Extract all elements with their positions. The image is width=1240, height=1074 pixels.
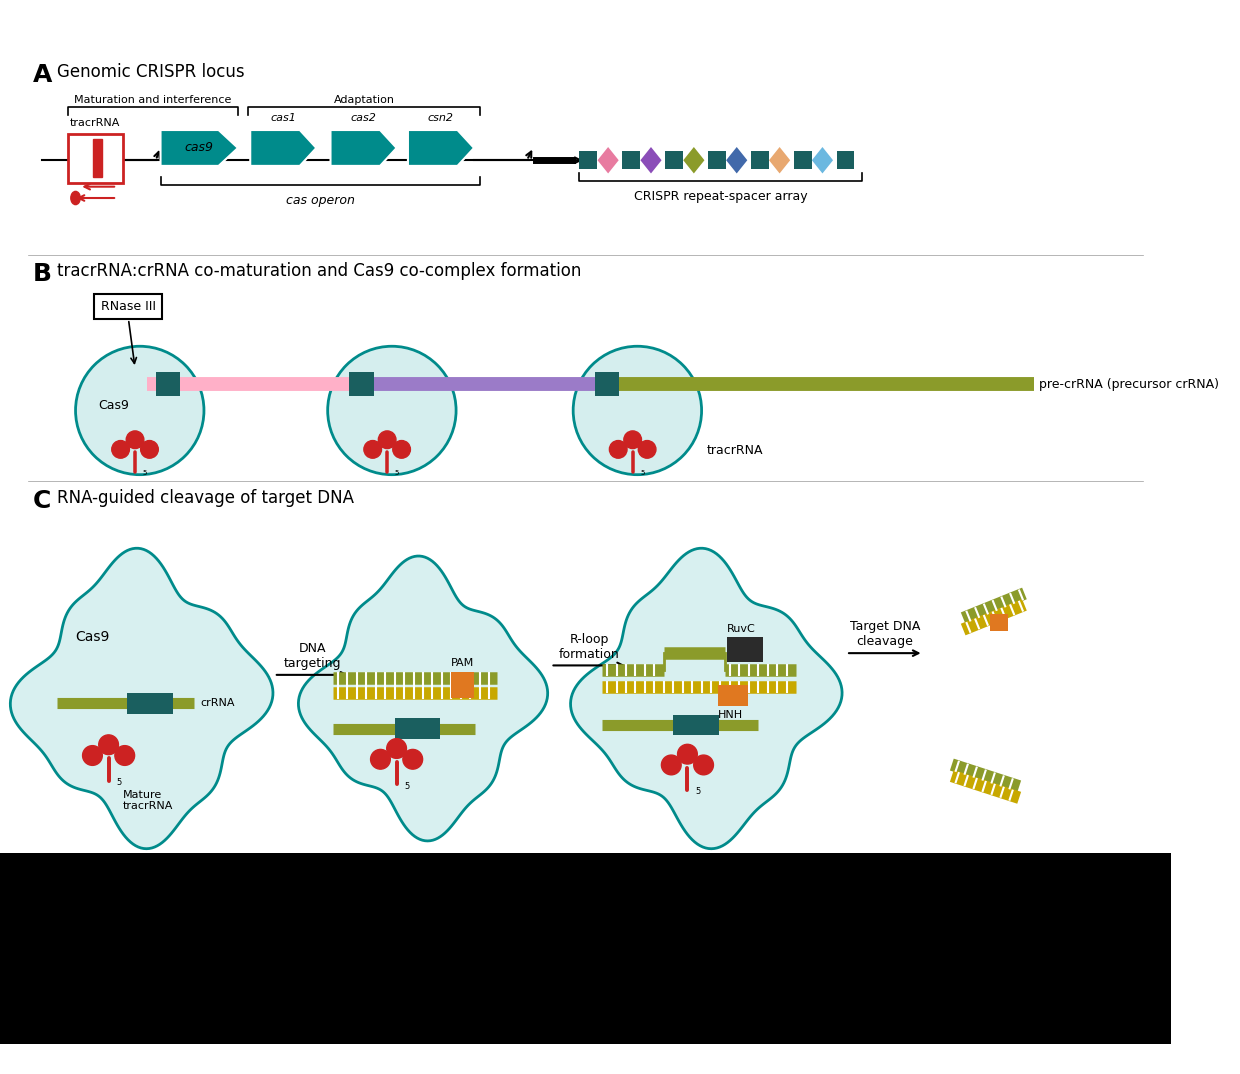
Text: 5: 5: [640, 470, 645, 477]
Text: Adaptation: Adaptation: [334, 96, 394, 105]
Polygon shape: [10, 548, 273, 848]
Bar: [350, 372, 374, 396]
Text: Maturation and interference: Maturation and interference: [74, 96, 232, 105]
Text: cas1: cas1: [270, 114, 296, 124]
Bar: [622, 151, 640, 170]
Bar: [837, 151, 854, 170]
Circle shape: [126, 431, 144, 449]
Text: pre-crRNA (precursor crRNA): pre-crRNA (precursor crRNA): [1039, 378, 1219, 391]
Circle shape: [327, 346, 456, 475]
Polygon shape: [160, 130, 238, 165]
Text: 5: 5: [404, 782, 410, 790]
Ellipse shape: [71, 191, 81, 205]
Bar: [156, 372, 180, 396]
Text: Genomic CRISPR locus: Genomic CRISPR locus: [57, 63, 244, 81]
Circle shape: [403, 750, 423, 769]
Bar: [990, 614, 1008, 632]
Bar: [750, 151, 769, 170]
Text: tracrRNA: tracrRNA: [71, 118, 120, 128]
Circle shape: [693, 755, 713, 774]
Polygon shape: [250, 130, 316, 165]
Text: tracrRNA: tracrRNA: [707, 444, 763, 456]
Text: RuvC: RuvC: [727, 624, 756, 635]
Polygon shape: [598, 147, 619, 174]
Text: PAM: PAM: [451, 658, 475, 668]
Text: RNA-guided cleavage of target DNA: RNA-guided cleavage of target DNA: [57, 489, 353, 507]
Text: crRNA: crRNA: [200, 698, 234, 708]
Text: RNase III: RNase III: [100, 300, 156, 314]
Text: csn2: csn2: [428, 114, 454, 124]
Bar: [394, 719, 440, 739]
Bar: [727, 637, 763, 662]
Bar: [94, 294, 162, 319]
Text: Cas9: Cas9: [98, 400, 129, 412]
Bar: [595, 372, 620, 396]
Bar: [579, 151, 598, 170]
Circle shape: [99, 735, 119, 755]
Polygon shape: [812, 147, 833, 174]
Bar: [665, 151, 683, 170]
Circle shape: [140, 440, 159, 459]
Polygon shape: [331, 130, 397, 165]
Text: cas2: cas2: [351, 114, 377, 124]
Text: DNA
targeting: DNA targeting: [284, 642, 341, 670]
Text: tracrRNA:crRNA co-maturation and Cas9 co-complex formation: tracrRNA:crRNA co-maturation and Cas9 co…: [57, 262, 582, 280]
Bar: [451, 672, 474, 698]
Text: Target DNA
cleavage: Target DNA cleavage: [849, 621, 920, 649]
Circle shape: [387, 739, 407, 758]
Polygon shape: [570, 548, 842, 848]
Bar: [128, 693, 172, 713]
Text: 5: 5: [394, 470, 399, 477]
Polygon shape: [299, 556, 548, 841]
Text: cas9: cas9: [185, 142, 213, 155]
Polygon shape: [727, 147, 748, 174]
Circle shape: [609, 440, 627, 459]
Bar: [673, 714, 719, 736]
Circle shape: [393, 440, 410, 459]
Circle shape: [76, 346, 203, 475]
Bar: [0, 854, 1171, 1044]
Circle shape: [661, 755, 681, 774]
Text: CRISPR repeat-spacer array: CRISPR repeat-spacer array: [634, 190, 807, 203]
Circle shape: [624, 431, 641, 449]
Polygon shape: [408, 130, 474, 165]
Circle shape: [371, 750, 391, 769]
Bar: [794, 151, 812, 170]
Bar: [718, 685, 748, 706]
Circle shape: [363, 440, 382, 459]
Text: HNH: HNH: [718, 710, 743, 720]
Circle shape: [83, 745, 103, 766]
Text: B: B: [33, 262, 52, 286]
Text: C: C: [33, 489, 51, 513]
Text: Mature
tracrRNA: Mature tracrRNA: [123, 789, 174, 811]
Bar: [708, 151, 725, 170]
Circle shape: [639, 440, 656, 459]
Bar: [93, 140, 103, 177]
Circle shape: [573, 346, 702, 475]
Circle shape: [378, 431, 396, 449]
Polygon shape: [769, 147, 790, 174]
Text: Cas9: Cas9: [76, 630, 109, 644]
Bar: [68, 134, 123, 183]
Circle shape: [115, 745, 135, 766]
Text: R-loop
formation: R-loop formation: [559, 633, 620, 661]
Text: 5: 5: [117, 778, 122, 787]
Text: 5: 5: [143, 470, 146, 477]
Polygon shape: [640, 147, 662, 174]
Polygon shape: [683, 147, 704, 174]
Text: cas operon: cas operon: [285, 194, 355, 207]
Circle shape: [112, 440, 129, 459]
Text: A: A: [33, 63, 52, 87]
Text: 5: 5: [696, 787, 701, 796]
Circle shape: [677, 744, 697, 764]
